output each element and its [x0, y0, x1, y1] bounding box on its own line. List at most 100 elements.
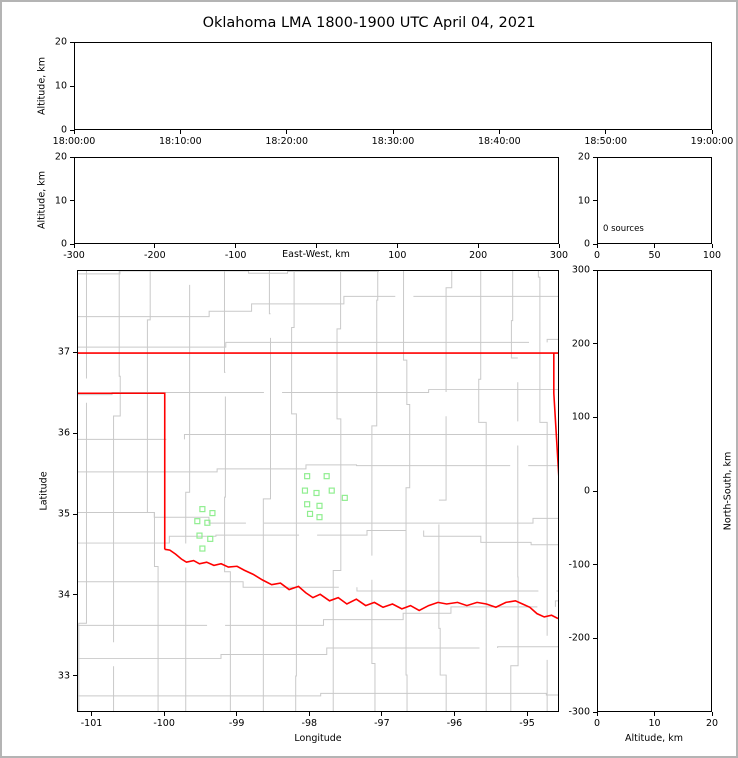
tick-mark	[70, 200, 74, 201]
lma-station-marker	[199, 506, 206, 513]
tick-label: 35	[57, 508, 70, 520]
tick-mark	[593, 269, 597, 271]
lma-station-marker	[316, 502, 323, 509]
tick-label: -99	[228, 718, 245, 729]
tick-mark	[235, 244, 237, 248]
tick-label: -98	[301, 718, 318, 729]
lma-station-marker	[323, 473, 330, 480]
tick-mark	[654, 712, 655, 716]
tick-mark	[711, 130, 713, 134]
lma-station-marker	[209, 510, 216, 517]
tick-mark	[593, 711, 597, 713]
tick-label: 0	[583, 485, 590, 497]
tick-label: -100	[224, 250, 247, 261]
tick-mark	[593, 343, 597, 345]
tick-label: -101	[80, 718, 103, 729]
tick-label: 18:00:00	[52, 136, 96, 147]
tick-label: 33	[57, 670, 70, 682]
tick-mark	[654, 244, 655, 248]
tick-mark	[73, 432, 77, 434]
figure-title: Oklahoma LMA 1800-1900 UTC April 04, 202…	[202, 15, 536, 31]
source-count-annotation: 0 sources	[603, 224, 644, 234]
tick-label: 0	[60, 238, 67, 250]
tick-mark	[477, 244, 479, 248]
tick-label: -300	[568, 706, 590, 718]
tick-mark	[593, 156, 597, 158]
lma-station-marker	[194, 518, 201, 525]
map-xlabel: Longitude	[294, 733, 342, 744]
tick-mark	[91, 712, 93, 716]
tick-label: -100	[153, 718, 175, 729]
tick-mark	[593, 564, 597, 566]
tick-label: 20	[54, 151, 67, 163]
tick-label: 18:10:00	[158, 136, 202, 147]
tick-mark	[316, 244, 317, 248]
tick-label: 18:40:00	[477, 136, 521, 147]
tick-label: 100	[388, 250, 407, 261]
oklahoma-map	[78, 271, 558, 711]
tick-label: 36	[57, 427, 70, 439]
tick-mark	[711, 244, 713, 248]
tick-mark	[381, 712, 383, 716]
tick-label: 300	[549, 250, 569, 261]
ew-panel-xlabel: East-West, km	[282, 249, 350, 260]
tick-label: 0	[60, 124, 67, 136]
east-west-height-panel	[74, 157, 559, 244]
tick-label: -95	[519, 718, 535, 729]
lma-station-marker	[199, 545, 206, 552]
ns-panel-ylabel: North-South, km	[722, 451, 734, 531]
tick-label: 0	[593, 250, 601, 261]
tick-label: 100	[571, 411, 590, 423]
tick-mark	[236, 712, 238, 716]
tick-label: 200	[571, 338, 590, 350]
lma-station-marker	[207, 535, 214, 542]
tick-mark	[593, 416, 597, 418]
lma-station-marker	[304, 501, 311, 508]
tick-mark	[73, 513, 77, 515]
tick-label: 10	[577, 195, 590, 206]
lma-station-marker	[341, 494, 348, 501]
tick-label: -200	[144, 250, 166, 261]
state-border	[78, 352, 558, 620]
tick-label: 50	[648, 250, 661, 261]
tick-label: 10	[54, 80, 67, 92]
tick-label: -300	[63, 250, 85, 261]
tick-mark	[70, 156, 74, 158]
ew-panel-ylabel: Altitude, km	[36, 171, 48, 229]
tick-mark	[593, 490, 597, 492]
tick-mark	[73, 675, 77, 677]
tick-mark	[711, 712, 713, 716]
tick-mark	[453, 712, 455, 716]
tick-label: 100	[702, 250, 722, 261]
lma-station-marker	[316, 514, 323, 521]
tick-label: 20	[705, 718, 719, 729]
north-south-height-panel	[597, 270, 712, 712]
lma-station-marker	[304, 473, 311, 480]
tick-mark	[73, 594, 77, 596]
tick-label: 37	[57, 346, 70, 358]
tick-mark	[179, 130, 181, 134]
tick-mark	[526, 712, 528, 716]
tick-mark	[392, 130, 394, 134]
tick-label: 34	[57, 589, 70, 601]
time-panel-ylabel: Altitude, km	[36, 57, 48, 115]
tick-mark	[73, 244, 75, 248]
lma-station-marker	[306, 510, 314, 517]
tick-mark	[308, 712, 310, 716]
tick-mark	[70, 85, 74, 87]
tick-mark	[593, 243, 597, 245]
tick-mark	[593, 637, 597, 639]
altitude-histogram-panel: 0 sources	[597, 157, 712, 244]
ns-panel-xlabel: Altitude, km	[625, 733, 683, 744]
tick-mark	[73, 351, 77, 353]
tick-label: -97	[374, 718, 390, 729]
tick-label: 10	[648, 718, 661, 729]
tick-label: 18:30:00	[371, 136, 415, 147]
lma-station-marker	[301, 487, 309, 494]
tick-mark	[70, 41, 74, 43]
tick-label: 200	[469, 250, 488, 261]
lma-station-marker	[196, 532, 203, 539]
tick-label: 0	[583, 238, 590, 250]
tick-label: 20	[577, 151, 590, 163]
